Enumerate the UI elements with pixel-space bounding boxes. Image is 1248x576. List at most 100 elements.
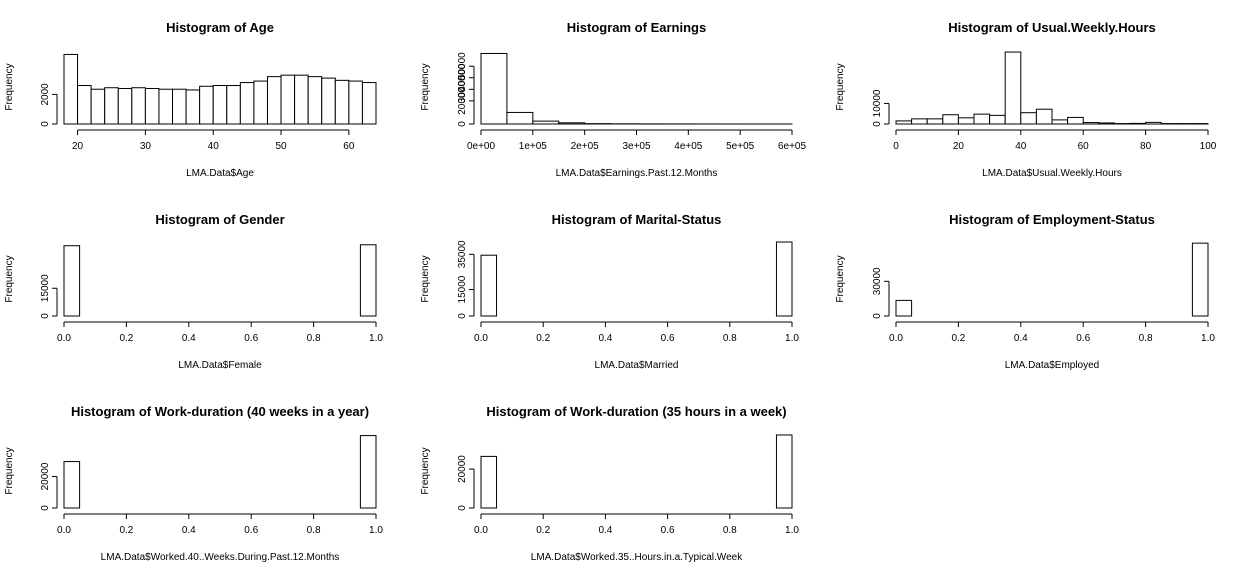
chart-6-x-tick-label: 0.8 [1139,333,1153,344]
chart-1-bar [266,76,282,125]
chart-6-y-tick-label: 0 [872,313,883,319]
chart-5-y-tick-label: 0 [457,313,468,319]
chart-6-xlabel: LMA.Data$Employed [1005,360,1100,371]
chart-3-bar [1020,112,1037,125]
chart-2-bar [480,52,508,125]
chart-2-bar [558,122,586,125]
chart-8-bar [775,434,793,509]
chart-2-bar [532,120,560,125]
chart-8-y-tick-label: 20000 [457,455,468,483]
chart-1-bar [104,87,119,125]
chart-3-x-tick-label: 0 [893,141,899,152]
chart-1-bar [321,77,336,125]
chart-1-bar [117,87,133,125]
chart-1-bar [348,80,363,125]
chart-1-x-tick-label: 30 [140,141,152,152]
chart-4-x-tick-label: 0.8 [307,333,321,344]
chart-4-x-tick-label: 0.6 [244,333,258,344]
chart-8-x-tick-label: 0.2 [536,525,550,536]
chart-8-y-tick-label: 0 [457,505,468,511]
chart-2-x-tick-label: 5e+05 [726,141,755,152]
chart-1-bar [185,89,201,125]
chart-1-bar [90,88,106,125]
chart-8-x-tick-label: 0.6 [661,525,675,536]
chart-8-ylabel: Frequency [420,447,431,494]
chart-7-x-tick-label: 0.0 [57,525,71,536]
chart-4-x-tick-label: 0.2 [119,333,133,344]
chart-5-x-tick-label: 0.4 [598,333,612,344]
chart-5-xlabel: LMA.Data$Married [595,360,679,371]
chart-7-title: Histogram of Work-duration (40 weeks in … [71,404,369,419]
chart-4-xlabel: LMA.Data$Female [178,360,262,371]
chart-3-bar [911,118,928,125]
chart-3-y-tick-label: 10000 [872,89,883,117]
chart-2-bar [506,111,534,125]
chart-1-bar [334,79,350,125]
chart-3-x-tick-label: 40 [1015,141,1027,152]
chart-1-y-tick-label: 0 [40,121,51,127]
chart-1-bar [77,85,92,125]
chart-4-ylabel: Frequency [4,255,15,302]
chart-1-bar [144,87,160,125]
chart-3-bar [1145,121,1162,125]
chart-3-bar [1067,116,1084,125]
chart-1-bar [212,85,228,125]
chart-2-x-tick-label: 0e+00 [467,141,496,152]
chart-1-x-tick-label: 20 [72,141,84,152]
chart-4-bar [359,244,377,317]
chart-3-bar [926,118,944,125]
chart-3-x-tick-label: 80 [1140,141,1152,152]
chart-4-x-tick-label: 0.0 [57,333,71,344]
chart-2-x-tick-label: 3e+05 [622,141,651,152]
chart-5-x-tick-label: 1.0 [785,333,799,344]
chart-7-bar [359,435,377,509]
chart-5-bar [480,254,498,317]
chart-3-x-tick-label: 100 [1200,141,1217,152]
chart-3-title: Histogram of Usual.Weekly.Hours [948,20,1156,35]
chart-1-title: Histogram of Age [166,20,274,35]
chart-5-title: Histogram of Marital-Status [552,212,722,227]
chart-8-x-tick-label: 1.0 [785,525,799,536]
chart-3-bar [895,120,913,125]
chart-7-x-tick-label: 0.4 [182,525,196,536]
chart-4-title: Histogram of Gender [155,212,284,227]
chart-7-x-tick-label: 0.8 [307,525,321,536]
chart-3-bar [1051,119,1069,125]
chart-7-y-tick-label: 20000 [40,462,51,490]
chart-7-y-tick-label: 0 [40,505,51,511]
chart-3-y-tick-label: 0 [872,121,883,127]
chart-6-x-tick-label: 0.2 [951,333,965,344]
chart-8-x-tick-label: 0.4 [598,525,612,536]
chart-1-bar [280,74,296,125]
chart-1-bar [307,76,323,125]
chart-3-bar [1098,122,1115,125]
chart-8-xlabel: LMA.Data$Worked.35..Hours.in.a.Typical.W… [531,552,743,563]
chart-3-bar [1129,122,1147,125]
chart-1-bar [361,82,377,125]
chart-4-x-tick-label: 0.4 [182,333,196,344]
chart-3-ylabel: Frequency [835,63,846,110]
chart-2-y-tick-label: 0 [457,121,468,127]
chart-1-bar [172,88,187,125]
chart-5-ylabel: Frequency [420,255,431,302]
chart-1-bar [131,87,146,125]
chart-7-x-tick-label: 0.6 [244,525,258,536]
chart-1-bar [294,74,309,125]
chart-8-bar [480,455,498,509]
chart-5-x-tick-label: 0.0 [474,333,488,344]
chart-3-x-tick-label: 20 [953,141,965,152]
chart-7-bar [63,461,81,509]
chart-2-x-tick-label: 6e+05 [778,141,807,152]
chart-6-x-tick-label: 0.4 [1014,333,1028,344]
chart-2-xlabel: LMA.Data$Earnings.Past.12.Months [556,168,718,179]
chart-2-y-tick-label: 40000 [457,63,468,91]
chart-7-ylabel: Frequency [4,447,15,494]
chart-2-y-tick-label: 50000 [457,52,468,80]
chart-1-bar [226,85,241,125]
chart-1-x-tick-label: 40 [208,141,220,152]
chart-1-y-tick-label: 2000 [40,83,51,106]
chart-2-y-tick-label: 30000 [457,75,468,103]
chart-3-bar [942,114,959,125]
chart-3-bar [957,117,975,125]
